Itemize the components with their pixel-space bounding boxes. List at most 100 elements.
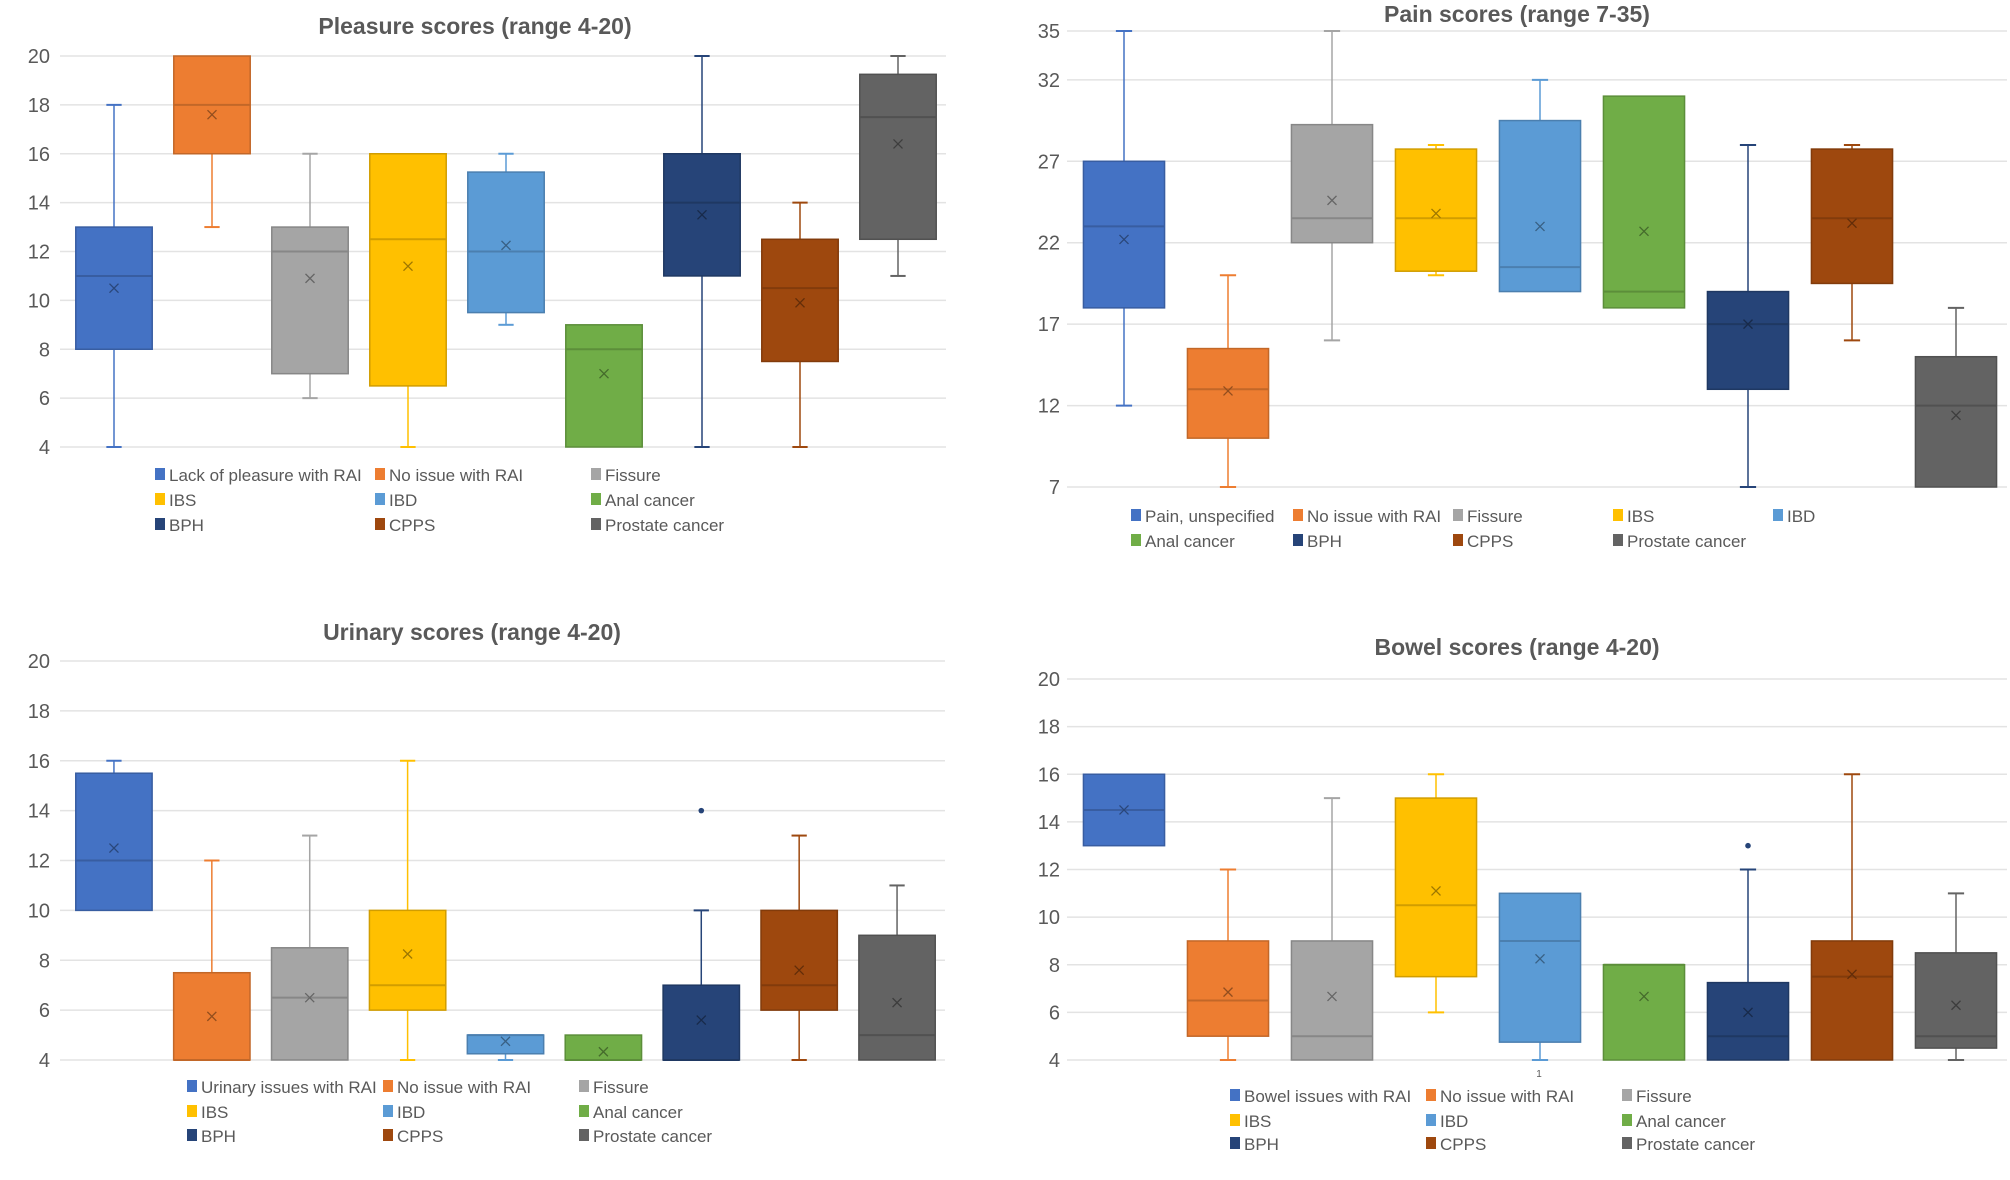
- legend-item: BPH: [1293, 532, 1342, 551]
- mean-marker: [109, 283, 119, 294]
- legend-label: IBS: [169, 491, 196, 510]
- y-tick-label: 12: [1038, 396, 1060, 418]
- mean-marker: [1951, 1000, 1961, 1011]
- legend-item: Fissure: [1622, 1087, 1692, 1106]
- box-body: [1186, 940, 1270, 1037]
- legend-swatch: [155, 468, 165, 480]
- legend-label: CPPS: [1440, 1135, 1486, 1154]
- legend-label: Anal cancer: [593, 1103, 683, 1122]
- y-tick-label: 27: [1038, 151, 1060, 173]
- y-tick-label: 35: [1038, 21, 1060, 43]
- legend-item: CPPS: [383, 1127, 443, 1146]
- y-tick-label: 20: [28, 46, 50, 68]
- y-tick-label: 7: [1049, 477, 1060, 499]
- box-body: [565, 324, 643, 448]
- legend-swatch: [383, 1080, 393, 1092]
- legend-item: CPPS: [1453, 532, 1513, 551]
- y-tick-label: 22: [1038, 233, 1060, 255]
- mean-marker: [1847, 969, 1857, 980]
- legend-label: IBS: [1244, 1112, 1271, 1131]
- mean-marker: [1119, 805, 1129, 815]
- y-tick-label: 6: [39, 1000, 50, 1022]
- legend-label: CPPS: [1467, 532, 1513, 551]
- y-tick-label: 6: [39, 388, 50, 410]
- legend-label: Prostate cancer: [593, 1127, 712, 1146]
- box-no-issue-with-rai: [172, 859, 251, 1061]
- mean-marker: [108, 843, 119, 853]
- legend-item: Anal cancer: [1622, 1112, 1726, 1131]
- mean-marker: [1951, 410, 1961, 421]
- legend-label: No issue with RAI: [397, 1078, 531, 1097]
- mean-marker: [402, 949, 413, 959]
- y-tick-label: 10: [1038, 907, 1060, 929]
- legend-swatch: [579, 1080, 589, 1092]
- legend-label: Bowel issues with RAI: [1244, 1087, 1411, 1106]
- legend-label: IBD: [1440, 1112, 1468, 1131]
- legend-item: Lack of pleasure with RAI: [155, 466, 362, 485]
- legend-swatch: [591, 493, 601, 505]
- legend-label: BPH: [169, 516, 204, 535]
- box-bph: [662, 807, 741, 1061]
- legend-label: IBD: [397, 1103, 425, 1122]
- box-body: [1706, 981, 1790, 1061]
- legend-item: IBS: [1230, 1112, 1271, 1131]
- mean-marker: [893, 139, 903, 149]
- mean-marker: [1639, 226, 1649, 237]
- legend: Pain, unspecified No issue with RAI Fissur…: [1131, 507, 1815, 551]
- box-bph: [1706, 842, 1790, 1061]
- y-tick-label: 12: [28, 851, 50, 873]
- legend-item: Fissure: [1453, 507, 1523, 526]
- box-body: [1186, 347, 1270, 439]
- mean-marker: [1223, 987, 1233, 998]
- urinary-scores-chart: Urinary scores (range 4-20) 4 6 8 10 12 14 16 18…: [0, 600, 1005, 1180]
- legend-item: Fissure: [591, 466, 661, 485]
- legend-item: Anal cancer: [579, 1103, 683, 1122]
- legend-label: Lack of pleasure with RAI: [169, 466, 362, 485]
- legend-swatch: [1622, 1137, 1632, 1149]
- y-tick-label: 18: [1038, 717, 1060, 739]
- box-body: [1914, 952, 1998, 1049]
- legend-item: Pain, unspecified: [1131, 507, 1274, 526]
- legend-label: No issue with RAI: [1440, 1087, 1574, 1106]
- outlier-point: [698, 807, 705, 814]
- box-ibs: [1394, 144, 1478, 277]
- box-body: [662, 984, 741, 1061]
- y-tick-label: 8: [39, 339, 50, 361]
- y-tick-label: 20: [28, 651, 50, 673]
- box-ibd: [467, 152, 545, 326]
- y-tick-label: 20: [1038, 669, 1060, 691]
- pain-scores-chart: Pain scores (range 7-35) 7 12 17 22 27 32 35 Pai…: [1005, 0, 2010, 580]
- mean-marker: [1743, 1007, 1753, 1018]
- box-cpps: [760, 834, 839, 1061]
- box-prostate-cancer: [858, 884, 936, 1061]
- legend-item: CPPS: [375, 516, 435, 535]
- legend: Urinary issues with RAI No issue with RAI…: [187, 1078, 712, 1146]
- legend-swatch: [591, 468, 601, 480]
- y-tick-label: 14: [28, 193, 50, 215]
- legend-item: Prostate cancer: [1622, 1135, 1755, 1154]
- legend-label: Pain, unspecified: [1145, 507, 1274, 526]
- legend-label: CPPS: [397, 1127, 443, 1146]
- legend-label: Prostate cancer: [605, 516, 724, 535]
- legend-label: No issue with RAI: [1307, 507, 1441, 526]
- urinary-scores-plot: Urinary scores (range 4-20) 4 6 8 10 12 14 16 18…: [28, 619, 945, 1146]
- legend-label: Prostate cancer: [1627, 532, 1746, 551]
- mean-marker: [696, 1015, 707, 1026]
- legend-swatch: [1230, 1114, 1240, 1126]
- legend-label: Anal cancer: [605, 491, 695, 510]
- box-body: [760, 909, 839, 1011]
- mean-marker: [207, 109, 217, 120]
- legend-swatch: [383, 1129, 393, 1141]
- box-prostate-cancer: [1914, 892, 1998, 1061]
- legend-label: BPH: [1307, 532, 1342, 551]
- box-fissure: [1290, 30, 1374, 342]
- box-bowel-issues-with-rai: [1082, 773, 1166, 847]
- legend-swatch: [1131, 534, 1141, 546]
- box-ibs: [1394, 773, 1478, 1014]
- box-body: [858, 934, 936, 1061]
- legend-label: CPPS: [389, 516, 435, 535]
- box-body: [1914, 355, 1998, 488]
- legend-swatch: [375, 518, 385, 530]
- box-body: [1290, 123, 1374, 244]
- mean-marker: [1119, 234, 1129, 245]
